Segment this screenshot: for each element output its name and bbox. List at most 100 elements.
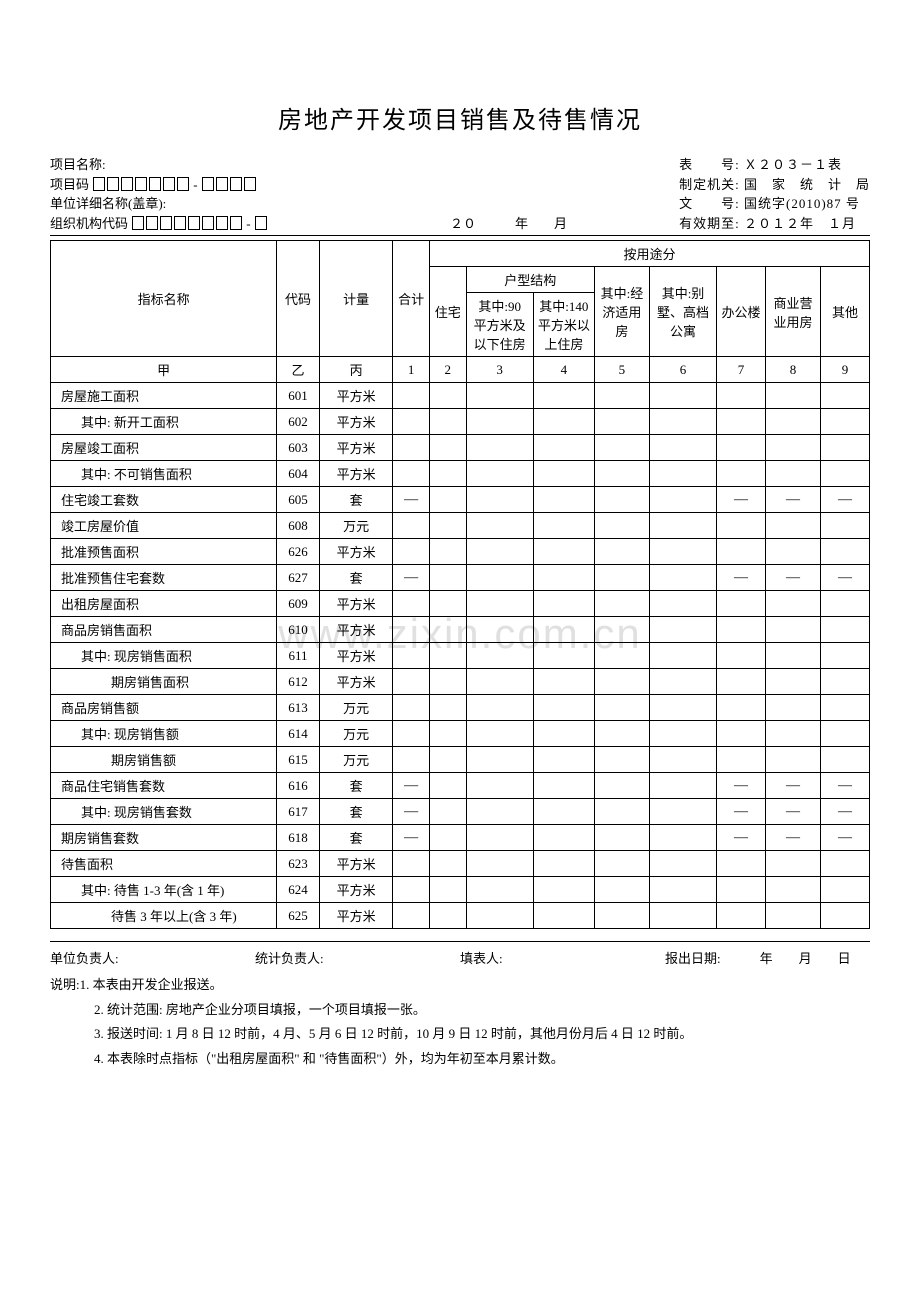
value-cell: — [717, 799, 766, 825]
indicator-name: 出租房屋面积 [51, 591, 277, 617]
value-cell [533, 773, 594, 799]
code-cell: 610 [277, 617, 320, 643]
value-cell [594, 383, 649, 409]
code-cell: 613 [277, 695, 320, 721]
unit-cell: 套 [319, 825, 392, 851]
col-economic: 其中:经济适用房 [594, 267, 649, 357]
value-cell [717, 669, 766, 695]
value-cell [717, 695, 766, 721]
value-cell [594, 409, 649, 435]
indicator-name: 期房销售额 [51, 747, 277, 773]
value-cell [821, 591, 870, 617]
unit-cell: 万元 [319, 747, 392, 773]
letter-cell: 7 [717, 357, 766, 383]
value-cell [649, 877, 716, 903]
value-cell [649, 747, 716, 773]
value-cell [766, 851, 821, 877]
code-cell: 609 [277, 591, 320, 617]
unit-cell: 平方米 [319, 435, 392, 461]
table-row: 待售 3 年以上(含 3 年)625平方米 [51, 903, 870, 929]
value-cell: — [393, 487, 430, 513]
value-cell [649, 591, 716, 617]
value-cell [766, 461, 821, 487]
value-cell [594, 643, 649, 669]
value-cell [466, 409, 533, 435]
unit-cell: 平方米 [319, 383, 392, 409]
notes-label: 说明: [50, 973, 80, 998]
value-cell [429, 565, 466, 591]
unit-cell: 套 [319, 799, 392, 825]
value-cell [393, 617, 430, 643]
table-row: 其中: 不可销售面积604平方米 [51, 461, 870, 487]
value-cell [393, 539, 430, 565]
value-cell: — [821, 487, 870, 513]
value-cell [429, 513, 466, 539]
unit-cell: 平方米 [319, 877, 392, 903]
note-item: 4. 本表除时点指标（"出租房屋面积" 和 "待售面积"）外，均为年初至本月累计… [94, 1047, 564, 1072]
filler: 填表人: [460, 948, 665, 967]
indicator-name: 商品房销售额 [51, 695, 277, 721]
value-cell [533, 877, 594, 903]
value-cell [717, 435, 766, 461]
value-cell: — [393, 799, 430, 825]
value-cell [466, 565, 533, 591]
value-cell [717, 513, 766, 539]
value-cell [533, 461, 594, 487]
indicator-name: 住宅竣工套数 [51, 487, 277, 513]
code-cell: 614 [277, 721, 320, 747]
value-cell [393, 747, 430, 773]
value-cell [429, 461, 466, 487]
project-code-boxes: - [89, 175, 257, 195]
value-cell [766, 409, 821, 435]
unit-cell: 平方米 [319, 903, 392, 929]
value-cell [766, 669, 821, 695]
indicator-name: 商品房销售面积 [51, 617, 277, 643]
value-cell [533, 513, 594, 539]
code-cell: 602 [277, 409, 320, 435]
value-cell [594, 435, 649, 461]
value-cell [821, 903, 870, 929]
value-cell: — [717, 773, 766, 799]
value-cell [466, 617, 533, 643]
value-cell [594, 695, 649, 721]
indicator-name: 期房销售面积 [51, 669, 277, 695]
stat-head: 统计负责人: [255, 948, 460, 967]
value-cell [533, 383, 594, 409]
value-cell: — [821, 773, 870, 799]
value-cell [766, 539, 821, 565]
value-cell [429, 851, 466, 877]
col-unit: 计量 [319, 241, 392, 357]
table-row: 出租房屋面积609平方米 [51, 591, 870, 617]
value-cell [649, 617, 716, 643]
value-cell [649, 565, 716, 591]
value-cell: — [717, 487, 766, 513]
value-cell: — [821, 825, 870, 851]
col-villa: 其中:别墅、高档公寓 [649, 267, 716, 357]
table-row: 商品房销售额613万元 [51, 695, 870, 721]
value-cell: — [393, 773, 430, 799]
value-cell [466, 669, 533, 695]
main-table: 指标名称 代码 计量 合计 按用途分 住宅 户型结构 其中:经济适用房 其中:别… [50, 240, 870, 929]
doc-no: 文 号: 国统字(2010)87 号 [679, 194, 870, 214]
value-cell [429, 539, 466, 565]
value-cell: — [393, 825, 430, 851]
value-cell [649, 409, 716, 435]
indicator-name: 批准预售住宅套数 [51, 565, 277, 591]
value-cell [649, 825, 716, 851]
code-cell: 618 [277, 825, 320, 851]
period-label: ２０ 年 月 [450, 214, 567, 234]
value-cell [766, 383, 821, 409]
value-cell [821, 877, 870, 903]
unit-head: 单位负责人: [50, 948, 255, 967]
letter-row: 甲 乙 丙 1 2 3 4 5 6 7 8 9 [51, 357, 870, 383]
value-cell [429, 747, 466, 773]
value-cell [393, 461, 430, 487]
table-row: 其中: 现房销售额614万元 [51, 721, 870, 747]
indicator-name: 房屋施工面积 [51, 383, 277, 409]
code-cell: 601 [277, 383, 320, 409]
value-cell [594, 851, 649, 877]
value-cell [649, 513, 716, 539]
letter-cell: 甲 [51, 357, 277, 383]
value-cell [429, 643, 466, 669]
value-cell [393, 591, 430, 617]
